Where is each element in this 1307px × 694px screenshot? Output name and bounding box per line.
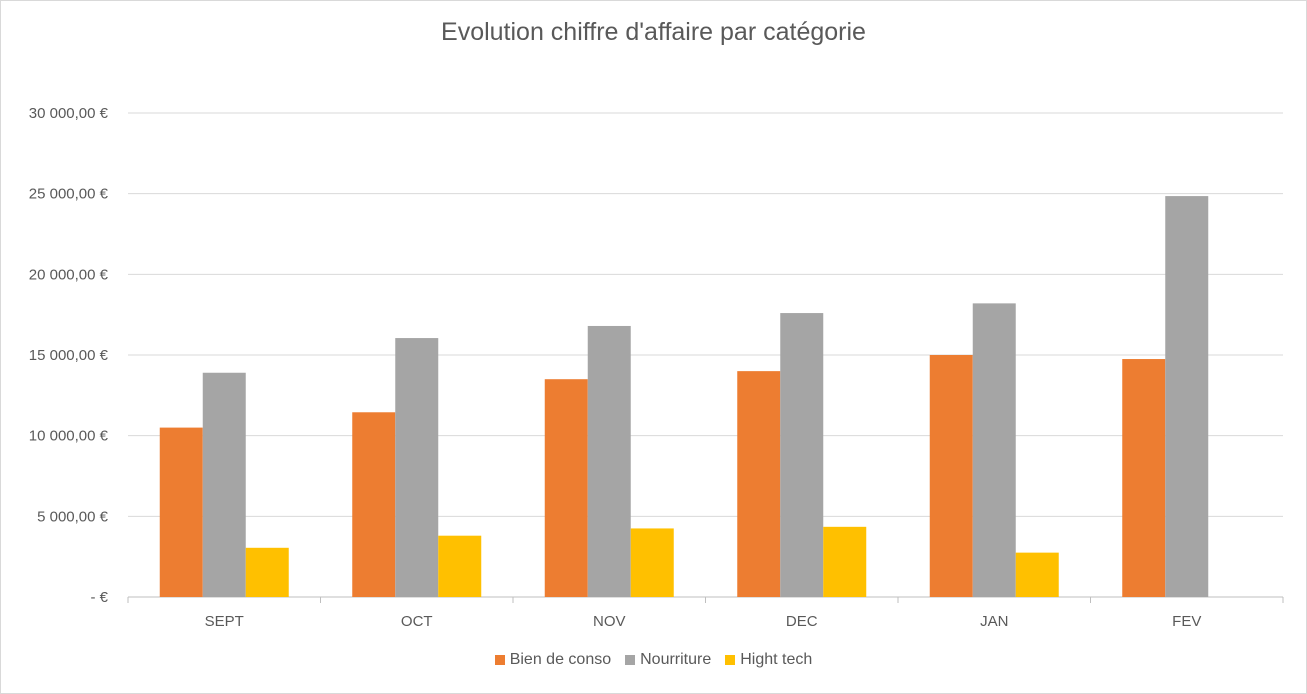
bar-bien-de-conso-nov [544,379,588,597]
bar-bien-de-conso-fev [1122,359,1166,597]
bar-hight-tech-dec [823,526,867,597]
y-tick-label: 30 000,00 € [29,105,109,122]
bar-hight-tech-oct [438,535,482,597]
bar-bien-de-conso-dec [737,371,781,597]
y-tick-label: 20 000,00 € [29,266,109,283]
legend-swatch-bien-de-conso [494,655,505,665]
legend-item-nourriture: Nourriture [625,651,711,669]
x-tick-label: FEV [1172,613,1201,630]
legend-item-bien-de-conso: Bien de conso [494,651,612,669]
bar-nourriture-jan [972,303,1016,597]
bar-nourriture-sept [202,372,246,597]
x-tick-label: DEC [786,613,818,630]
bar-bien-de-conso-oct [352,412,396,597]
bar-nourriture-dec [780,313,824,597]
x-tick-label: NOV [593,613,626,630]
legend-label-nourriture: Nourriture [640,651,712,668]
x-tick-label: OCT [401,613,433,630]
bar-bien-de-conso-jan [929,355,973,597]
y-tick-label: 10 000,00 € [29,428,109,445]
legend-item-hight-tech: Hight tech [725,651,812,669]
chart-title: Evolution chiffre d'affaire par catégori… [441,18,866,46]
chart-legend: Bien de conso Nourriture Hight tech [0,651,1307,669]
legend-label-bien-de-conso: Bien de conso [509,651,612,668]
y-tick-label: 25 000,00 € [29,186,109,203]
legend-swatch-nourriture [625,655,636,665]
bar-hight-tech-sept [245,547,289,597]
bar-nourriture-oct [395,338,439,597]
y-tick-label: 15 000,00 € [29,347,109,364]
bar-nourriture-fev [1165,196,1209,597]
y-tick-label: 5 000,00 € [37,508,109,525]
y-tick-label: - € [90,589,108,606]
bar-nourriture-nov [587,325,631,597]
legend-label-hight-tech: Hight tech [740,651,813,668]
bar-hight-tech-nov [630,528,674,597]
bar-hight-tech-jan [1015,552,1059,597]
bar-bien-de-conso-sept [159,427,203,597]
x-tick-label: SEPT [205,613,244,630]
legend-swatch-hight-tech [725,655,736,665]
x-tick-label: JAN [980,613,1008,630]
